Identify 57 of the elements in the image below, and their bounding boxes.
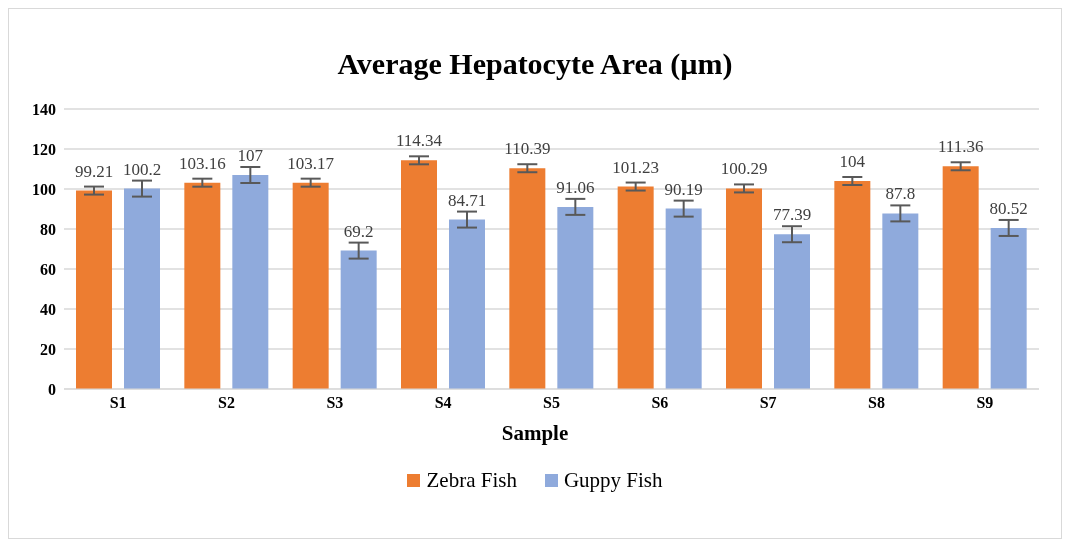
y-tick-label: 0 [48,380,56,398]
chart-title: Average Hepatocyte Area (µm) [336,46,734,82]
bar [990,227,1027,389]
y-tick-label: 100 [32,180,56,198]
x-tick-label: S6 [651,394,669,412]
bar [232,175,269,389]
x-tick-label: S1 [109,394,127,412]
data-label: 87.8 [885,184,916,204]
x-axis-title: Sample [500,421,570,446]
bar [617,186,654,389]
bar [665,208,702,389]
data-label: 103.17 [287,153,335,173]
bar [292,182,329,389]
data-label: 90.19 [664,179,703,199]
bar [774,234,810,389]
y-tick-label: 60 [40,260,56,278]
data-label: 100.29 [720,159,768,179]
data-label: 110.39 [504,139,551,159]
data-label: 69.2 [343,221,374,241]
data-label: 111.36 [937,137,984,157]
y-tick-label: 140 [32,100,56,118]
x-tick-label: S5 [543,394,560,412]
bar [834,181,871,389]
data-label: 107 [237,146,264,165]
y-tick-label: 20 [40,340,56,358]
bar [882,213,919,389]
x-tick-label: S7 [759,394,777,412]
data-label: 104 [839,152,866,171]
legend-label: Guppy Fish [563,468,663,493]
x-tick-label: S4 [434,394,452,412]
x-tick-label: S8 [868,394,885,412]
data-label: 84.71 [447,190,487,210]
data-label: 77.39 [772,205,812,225]
bar [340,250,377,389]
y-tick-label: 80 [40,220,56,238]
data-label: 80.52 [989,198,1028,218]
data-label: 99.21 [74,161,114,181]
bar [76,190,112,389]
x-tick-label: S3 [326,394,344,412]
bar [726,188,762,389]
x-tick-label: S9 [976,394,994,412]
data-label: 114.34 [395,131,443,151]
x-tick-label: S2 [218,394,235,412]
bar [942,166,979,389]
bar [401,160,437,389]
data-label: 91.06 [556,177,595,197]
bar [124,188,160,389]
bar [449,219,485,389]
bar [509,168,546,389]
data-label: 100.2 [122,159,162,179]
legend-label: Zebra Fish [426,468,517,493]
data-label: 103.16 [178,153,226,173]
bar [557,206,594,389]
y-tick-label: 40 [40,300,56,318]
bar [184,182,221,389]
data-label: 101.23 [612,157,660,177]
y-tick-label: 120 [32,140,56,158]
